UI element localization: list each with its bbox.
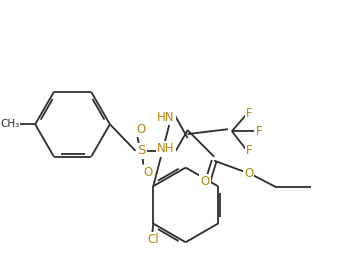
- Text: O: O: [143, 166, 153, 179]
- Text: O: O: [201, 175, 210, 188]
- Text: F: F: [246, 107, 253, 120]
- Text: S: S: [137, 144, 146, 157]
- Text: F: F: [256, 125, 263, 138]
- Text: CH₃: CH₃: [0, 119, 19, 129]
- Text: O: O: [137, 123, 146, 136]
- Text: HN: HN: [157, 111, 175, 124]
- Text: NH: NH: [157, 142, 175, 155]
- Text: Cl: Cl: [148, 233, 159, 246]
- Text: O: O: [244, 167, 253, 180]
- Text: F: F: [246, 144, 253, 157]
